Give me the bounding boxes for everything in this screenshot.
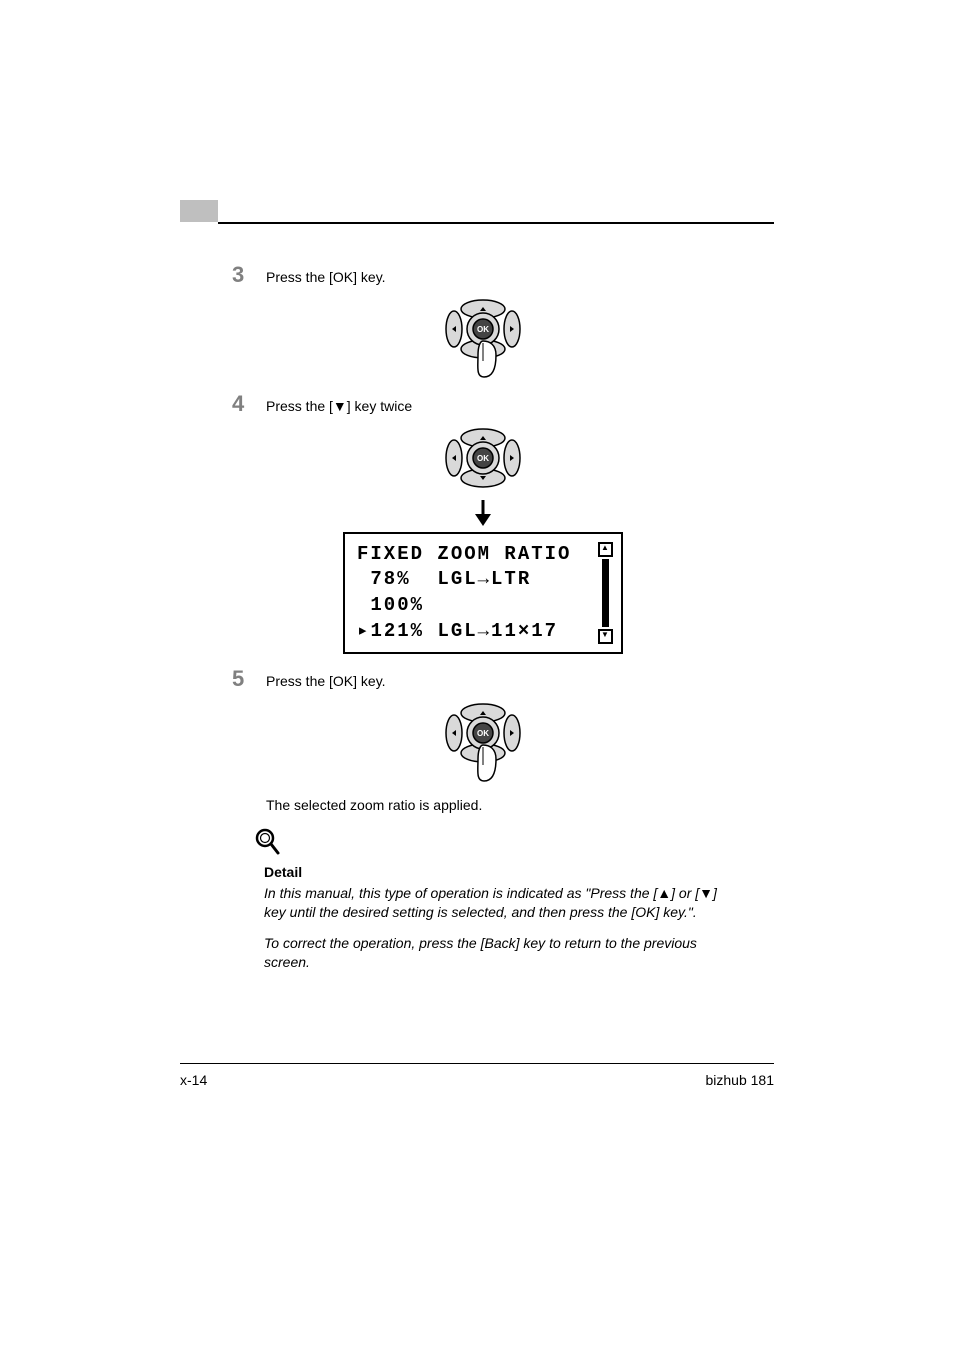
product-name: bizhub 181 [705, 1072, 774, 1088]
lcd-line3: ▸121% LGL→11×17 [357, 620, 558, 642]
dpad-illustration: OK [232, 426, 734, 492]
header-grey-block [180, 200, 218, 222]
step-3: 3 Press the [OK] key. [232, 264, 734, 287]
detail-paragraph-2: To correct the operation, press the [Bac… [264, 934, 734, 972]
dpad-ok-press-icon: OK [440, 297, 526, 379]
lcd-line2: 100% [357, 594, 424, 616]
footer-rule [180, 1063, 774, 1064]
dpad-ok-press-icon: OK [440, 701, 526, 783]
svg-text:OK: OK [477, 454, 489, 463]
page: 3 Press the [OK] key. OK [0, 0, 954, 1350]
step-4: 4 Press the [▼] key twice [232, 393, 734, 416]
step-number: 3 [232, 264, 266, 286]
svg-text:OK: OK [477, 729, 489, 738]
content-area: 3 Press the [OK] key. OK [232, 250, 734, 972]
dpad-icon: OK [440, 426, 526, 492]
ok-pad-illustration: OK [232, 297, 734, 379]
step-text: Press the [OK] key. [266, 668, 734, 691]
lcd-title: FIXED ZOOM RATIO [357, 543, 571, 565]
svg-text:OK: OK [477, 325, 489, 334]
down-arrow-icon [232, 500, 734, 526]
step-text: Press the [▼] key twice [266, 393, 734, 416]
lcd-line1: 78% LGL→LTR [357, 568, 531, 590]
step-number: 4 [232, 393, 266, 415]
magnifier-icon [254, 827, 734, 860]
page-number: x-14 [180, 1072, 207, 1088]
step-5: 5 Press the [OK] key. [232, 668, 734, 691]
detail-title: Detail [264, 864, 734, 880]
footer: x-14 bizhub 181 [180, 1072, 774, 1088]
scroll-down-icon: ▼ [598, 629, 613, 644]
step-number: 5 [232, 668, 266, 690]
detail-paragraph-1: In this manual, this type of operation i… [264, 884, 734, 922]
lcd-display: FIXED ZOOM RATIO 78% LGL→LTR 100% ▸121% … [343, 532, 623, 655]
header-rule [218, 222, 774, 224]
scroll-up-icon: ▲ [598, 542, 613, 557]
result-text: The selected zoom ratio is applied. [266, 797, 734, 813]
detail-block: Detail In this manual, this type of oper… [240, 827, 734, 972]
step-text: Press the [OK] key. [266, 264, 734, 287]
ok-pad-illustration-2: OK [232, 701, 734, 783]
lcd-scrollbar: ▲ ▼ [599, 542, 611, 645]
lcd-text: FIXED ZOOM RATIO 78% LGL→LTR 100% ▸121% … [357, 542, 593, 645]
scroll-track [602, 559, 609, 628]
